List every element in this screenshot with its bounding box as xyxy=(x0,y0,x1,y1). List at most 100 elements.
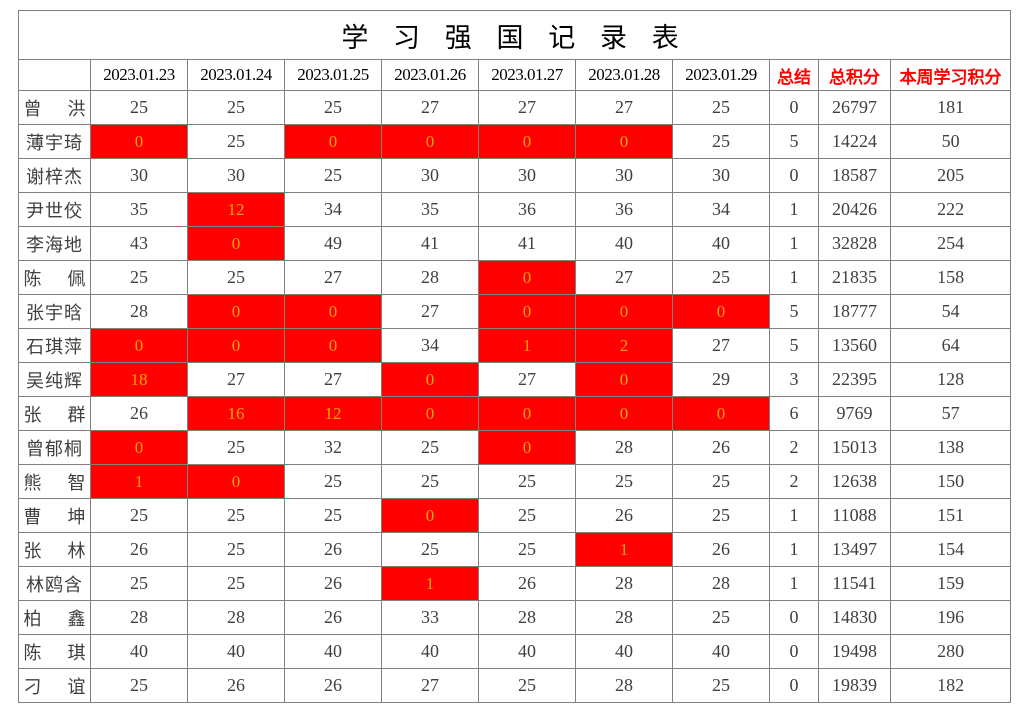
week-points-cell[interactable]: 222 xyxy=(889,192,1012,227)
day-value-cell[interactable]: 30 xyxy=(381,158,479,193)
total-points-cell[interactable]: 18587 xyxy=(818,158,891,193)
day-value-cell[interactable]: 28 xyxy=(672,566,770,601)
day-value-cell[interactable]: 43 xyxy=(90,226,188,261)
day-value-cell[interactable]: 25 xyxy=(284,464,382,499)
student-name-cell[interactable]: 吴纯辉 xyxy=(18,362,91,397)
day-value-cell[interactable]: 40 xyxy=(90,634,188,669)
day-value-cell[interactable]: 26 xyxy=(284,566,382,601)
week-points-cell[interactable]: 158 xyxy=(889,260,1012,295)
day-value-cell[interactable]: 27 xyxy=(284,260,382,295)
total-points-cell[interactable]: 32828 xyxy=(818,226,891,261)
summary-cell[interactable]: 1 xyxy=(769,260,819,295)
day-value-cell[interactable]: 34 xyxy=(381,328,479,363)
day-value-cell[interactable]: 27 xyxy=(672,328,770,363)
student-name-cell[interactable]: 柏鑫 xyxy=(18,600,91,635)
day-value-cell[interactable]: 26 xyxy=(90,396,188,431)
day-value-cell[interactable]: 32 xyxy=(284,430,382,465)
day-value-cell[interactable]: 25 xyxy=(90,498,188,533)
summary-cell[interactable]: 0 xyxy=(769,634,819,669)
day-value-cell-flagged[interactable]: 0 xyxy=(478,396,576,431)
day-value-cell[interactable]: 25 xyxy=(187,124,285,159)
day-value-cell[interactable]: 30 xyxy=(90,158,188,193)
total-points-cell[interactable]: 13497 xyxy=(818,532,891,567)
day-value-cell[interactable]: 25 xyxy=(90,260,188,295)
day-value-cell[interactable]: 30 xyxy=(478,158,576,193)
day-value-cell-flagged[interactable]: 12 xyxy=(284,396,382,431)
day-value-cell[interactable]: 30 xyxy=(575,158,673,193)
day-value-cell[interactable]: 25 xyxy=(187,532,285,567)
week-points-cell[interactable]: 150 xyxy=(889,464,1012,499)
day-value-cell[interactable]: 49 xyxy=(284,226,382,261)
day-value-cell[interactable]: 25 xyxy=(381,464,479,499)
week-points-cell[interactable]: 159 xyxy=(889,566,1012,601)
student-name-cell[interactable]: 张林 xyxy=(18,532,91,567)
week-points-cell[interactable]: 128 xyxy=(889,362,1012,397)
day-value-cell[interactable]: 25 xyxy=(478,668,576,703)
day-value-cell[interactable]: 25 xyxy=(381,430,479,465)
student-name-cell[interactable]: 刁谊 xyxy=(18,668,91,703)
total-points-cell[interactable]: 22395 xyxy=(818,362,891,397)
day-value-cell[interactable]: 40 xyxy=(284,634,382,669)
day-value-cell[interactable]: 26 xyxy=(187,668,285,703)
total-points-cell[interactable]: 26797 xyxy=(818,90,891,125)
summary-cell[interactable]: 0 xyxy=(769,600,819,635)
day-value-cell[interactable]: 36 xyxy=(478,192,576,227)
summary-cell[interactable]: 1 xyxy=(769,226,819,261)
total-points-cell[interactable]: 14830 xyxy=(818,600,891,635)
day-value-cell[interactable]: 27 xyxy=(478,90,576,125)
day-value-cell[interactable]: 25 xyxy=(381,532,479,567)
day-value-cell[interactable]: 26 xyxy=(478,566,576,601)
summary-cell[interactable]: 6 xyxy=(769,396,819,431)
day-value-cell[interactable]: 28 xyxy=(575,600,673,635)
student-name-cell[interactable]: 张群 xyxy=(18,396,91,431)
total-points-cell[interactable]: 20426 xyxy=(818,192,891,227)
day-value-cell[interactable]: 41 xyxy=(478,226,576,261)
day-value-cell[interactable]: 40 xyxy=(381,634,479,669)
day-value-cell-flagged[interactable]: 12 xyxy=(187,192,285,227)
day-value-cell[interactable]: 27 xyxy=(187,362,285,397)
summary-cell[interactable]: 1 xyxy=(769,532,819,567)
day-value-cell-flagged[interactable]: 0 xyxy=(187,464,285,499)
day-value-cell-flagged[interactable]: 1 xyxy=(575,532,673,567)
student-name-cell[interactable]: 尹世佼 xyxy=(18,192,91,227)
day-value-cell[interactable]: 30 xyxy=(672,158,770,193)
summary-cell[interactable]: 1 xyxy=(769,192,819,227)
total-points-cell[interactable]: 13560 xyxy=(818,328,891,363)
day-value-cell[interactable]: 27 xyxy=(575,260,673,295)
total-points-cell[interactable]: 11088 xyxy=(818,498,891,533)
day-value-cell-flagged[interactable]: 0 xyxy=(90,328,188,363)
day-value-cell-flagged[interactable]: 0 xyxy=(672,294,770,329)
day-value-cell-flagged[interactable]: 0 xyxy=(381,124,479,159)
student-name-cell[interactable]: 张宇晗 xyxy=(18,294,91,329)
day-value-cell[interactable]: 26 xyxy=(284,532,382,567)
day-value-cell[interactable]: 28 xyxy=(478,600,576,635)
day-value-cell[interactable]: 25 xyxy=(672,90,770,125)
day-value-cell[interactable]: 27 xyxy=(381,668,479,703)
day-value-cell-flagged[interactable]: 0 xyxy=(478,430,576,465)
day-value-cell[interactable]: 27 xyxy=(381,294,479,329)
total-points-cell[interactable]: 11541 xyxy=(818,566,891,601)
total-points-cell[interactable]: 19498 xyxy=(818,634,891,669)
summary-cell[interactable]: 3 xyxy=(769,362,819,397)
day-value-cell-flagged[interactable]: 18 xyxy=(90,362,188,397)
summary-cell[interactable]: 5 xyxy=(769,328,819,363)
day-value-cell-flagged[interactable]: 0 xyxy=(381,396,479,431)
day-value-cell[interactable]: 40 xyxy=(575,226,673,261)
day-value-cell[interactable]: 26 xyxy=(90,532,188,567)
student-name-cell[interactable]: 李海地 xyxy=(18,226,91,261)
day-value-cell[interactable]: 25 xyxy=(672,260,770,295)
summary-cell[interactable]: 0 xyxy=(769,158,819,193)
day-value-cell[interactable]: 35 xyxy=(381,192,479,227)
day-value-cell[interactable]: 25 xyxy=(187,498,285,533)
day-value-cell[interactable]: 28 xyxy=(575,430,673,465)
day-value-cell-flagged[interactable]: 0 xyxy=(381,498,479,533)
total-points-cell[interactable]: 21835 xyxy=(818,260,891,295)
day-value-cell[interactable]: 40 xyxy=(575,634,673,669)
summary-cell[interactable]: 5 xyxy=(769,124,819,159)
summary-cell[interactable]: 0 xyxy=(769,668,819,703)
summary-cell[interactable]: 5 xyxy=(769,294,819,329)
total-points-cell[interactable]: 9769 xyxy=(818,396,891,431)
total-points-cell[interactable]: 15013 xyxy=(818,430,891,465)
summary-cell[interactable]: 1 xyxy=(769,498,819,533)
day-value-cell[interactable]: 25 xyxy=(478,532,576,567)
